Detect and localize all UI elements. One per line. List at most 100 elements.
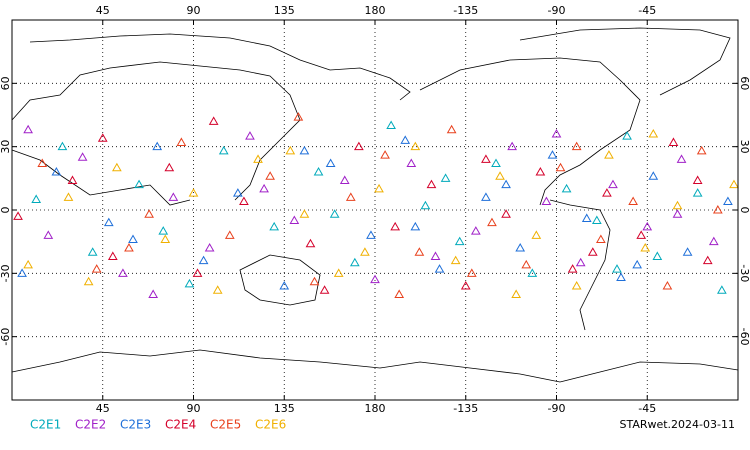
point-marker <box>501 179 511 189</box>
point-marker <box>87 247 98 256</box>
point-marker <box>259 183 269 193</box>
point-marker <box>160 234 171 244</box>
x-tick-label: 90 <box>187 4 201 17</box>
point-marker <box>420 200 431 210</box>
point-marker <box>386 120 396 130</box>
point-marker <box>604 150 614 159</box>
point-marker <box>345 192 356 201</box>
point-marker <box>481 154 491 163</box>
point-marker <box>51 166 62 176</box>
point-marker <box>112 162 122 172</box>
point-marker <box>339 175 350 184</box>
x-tick-label: -135 <box>453 402 478 415</box>
point-marker <box>410 221 421 231</box>
point-marker <box>184 278 195 288</box>
y-tick-label: 30 <box>0 140 12 154</box>
point-marker <box>511 289 522 298</box>
point-marker <box>547 150 558 159</box>
x-tick-label: 135 <box>274 402 295 415</box>
point-marker <box>158 226 169 235</box>
point-marker <box>708 236 719 246</box>
point-marker <box>612 264 622 273</box>
point-marker <box>233 188 243 197</box>
point-marker <box>712 204 723 214</box>
points <box>13 112 739 298</box>
point-marker <box>692 175 703 184</box>
point-marker <box>491 158 501 168</box>
point-marker <box>134 179 144 189</box>
point-marker <box>269 221 280 231</box>
point-marker <box>446 124 457 134</box>
point-marker <box>37 158 48 168</box>
point-marker <box>305 238 316 248</box>
point-marker <box>481 192 491 201</box>
point-marker <box>299 145 310 155</box>
x-tick-label: -90 <box>548 4 566 17</box>
point-marker <box>13 211 23 220</box>
point-marker <box>313 166 324 176</box>
coastline <box>11 149 191 206</box>
point-marker <box>501 209 511 218</box>
point-marker <box>31 194 42 203</box>
point-marker <box>144 209 154 218</box>
point-marker <box>224 230 235 239</box>
x-tick-label: -45 <box>638 4 656 17</box>
y-tick-label: -60 <box>738 328 750 346</box>
point-marker <box>103 217 114 227</box>
coastline <box>11 349 739 383</box>
point-marker <box>636 230 647 239</box>
point-marker <box>692 188 703 197</box>
point-marker <box>77 152 88 161</box>
x-tick-label: 45 <box>96 402 110 415</box>
point-marker <box>299 209 310 218</box>
point-marker <box>668 137 679 146</box>
point-marker <box>608 179 618 189</box>
point-marker <box>587 247 598 256</box>
point-marker <box>602 188 612 197</box>
point-marker <box>107 251 118 260</box>
x-tick-label: 45 <box>96 4 110 17</box>
point-marker <box>487 217 497 227</box>
legend-label: C2E2 <box>75 418 106 432</box>
point-marker <box>632 259 643 269</box>
point-marker <box>354 141 364 151</box>
point-marker <box>374 183 384 193</box>
point-marker <box>406 158 417 168</box>
coastlines <box>11 27 739 383</box>
point-marker <box>118 268 128 277</box>
point-marker <box>430 251 441 260</box>
point-marker <box>527 268 538 277</box>
legend-label: C2E6 <box>255 418 286 432</box>
point-marker <box>440 173 451 182</box>
point-marker <box>717 285 727 294</box>
point-marker <box>640 242 651 252</box>
y-tick-label: 30 <box>738 140 750 154</box>
point-marker <box>575 257 586 267</box>
point-marker <box>682 247 693 256</box>
coastline <box>419 57 641 206</box>
point-marker <box>450 255 461 265</box>
legend: C2E1 C2E2 C2E3 C2E4 C2E5 C2E6 <box>30 418 286 432</box>
point-marker <box>571 280 582 290</box>
point-marker <box>370 274 380 284</box>
coastline <box>29 33 411 101</box>
point-marker <box>329 209 340 218</box>
point-marker <box>366 230 376 239</box>
point-marker <box>192 268 203 277</box>
point-marker <box>616 272 626 282</box>
coastline <box>239 254 321 306</box>
point-marker <box>124 242 134 252</box>
point-marker <box>23 259 33 269</box>
point-marker <box>168 192 179 201</box>
coastline <box>519 27 731 96</box>
footer-label: STARwet.2024-03-11 <box>619 418 735 431</box>
point-marker <box>212 285 223 294</box>
point-marker <box>360 247 370 256</box>
point-marker <box>672 209 683 218</box>
point-marker <box>394 289 405 298</box>
point-marker <box>521 259 532 269</box>
point-marker <box>591 215 602 225</box>
point-marker <box>426 179 437 189</box>
point-marker <box>702 255 713 265</box>
